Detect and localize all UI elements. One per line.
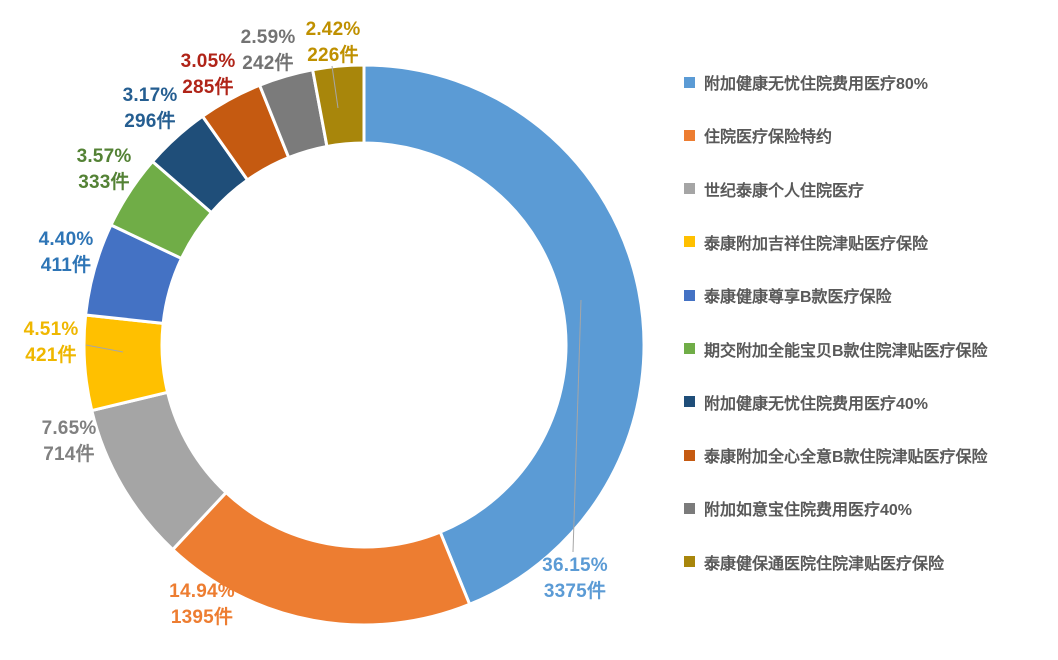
slice-label-9: 2.59% 242件 <box>241 25 296 77</box>
label-leader-line <box>85 344 124 353</box>
slice-percent: 7.65% <box>41 418 97 439</box>
slice-percent: 3.05% <box>180 51 236 72</box>
legend-item-1: 附加健康无忧住院费用医疗80% <box>684 70 928 94</box>
slice-count: 242件 <box>242 53 294 74</box>
legend-item-label: 泰康附加全心全意B款住院津贴医疗保险 <box>704 449 988 467</box>
legend-swatch-icon <box>684 396 695 408</box>
slice-count: 1395件 <box>170 607 234 628</box>
legend-item-label: 泰康健康尊享B款医疗保险 <box>704 289 892 307</box>
slice-percent: 2.59% <box>240 27 296 48</box>
label-leader-line <box>331 65 339 109</box>
slice-label-7: 3.17% 296件 <box>123 83 178 135</box>
legend-item-label: 附加如意宝住院费用医疗40% <box>704 502 913 520</box>
slice-label-4: 4.51% 421件 <box>24 317 79 369</box>
legend-item-6: 期交附加全能宝贝B款住院津贴医疗保险 <box>684 337 988 361</box>
slice-label-3: 7.65% 714件 <box>42 416 97 468</box>
slice-percent: 3.57% <box>76 146 132 167</box>
slice-count: 226件 <box>307 45 359 66</box>
slice-percent: 36.15% <box>542 555 608 576</box>
legend-item-label: 世纪泰康个人住院医疗 <box>704 182 865 200</box>
slice-percent: 4.51% <box>23 319 79 340</box>
slice-count: 411件 <box>40 255 92 276</box>
legend-item-9: 附加如意宝住院费用医疗40% <box>684 496 912 520</box>
slice-count: 333件 <box>78 172 130 193</box>
slice-percent: 3.17% <box>122 85 178 106</box>
slice-label-5: 4.40% 411件 <box>39 227 94 279</box>
legend-swatch-icon <box>684 183 695 195</box>
slice-count: 421件 <box>25 345 77 366</box>
slice-percent: 2.42% <box>305 19 361 40</box>
slice-label-10: 2.42% 226件 <box>306 17 361 69</box>
legend-item-label: 期交附加全能宝贝B款住院津贴医疗保险 <box>704 342 988 360</box>
slice-count: 3375件 <box>543 581 607 602</box>
legend-swatch-icon <box>684 502 695 514</box>
label-leader-line <box>572 299 582 553</box>
legend-swatch-icon <box>684 289 695 301</box>
donut-slice-10 <box>311 63 366 148</box>
legend-item-label: 附加健康无忧住院费用医疗40% <box>704 395 929 413</box>
slice-label-1: 36.15% 3375件 <box>542 553 608 605</box>
legend-swatch-icon <box>684 556 695 568</box>
legend-swatch-icon <box>684 236 695 248</box>
slice-label-6: 3.57% 333件 <box>77 144 132 196</box>
donut-slice-1 <box>362 63 646 606</box>
legend-item-4: 泰康附加吉祥住院津贴医疗保险 <box>684 230 928 254</box>
slice-percent: 4.40% <box>38 229 94 250</box>
legend-item-label: 泰康健保通医院住院津贴医疗保险 <box>704 555 945 573</box>
legend-swatch-icon <box>684 129 695 141</box>
legend-swatch-icon <box>684 343 695 354</box>
legend-item-label: 附加健康无忧住院费用医疗80% <box>704 76 929 93</box>
slice-count: 714件 <box>43 444 95 465</box>
legend-item-label: 泰康附加吉祥住院津贴医疗保险 <box>704 235 929 253</box>
legend-item-3: 世纪泰康个人住院医疗 <box>684 177 864 201</box>
slice-label-8: 3.05% 285件 <box>181 49 236 101</box>
slice-count: 296件 <box>124 111 176 132</box>
legend-swatch-icon <box>684 449 695 461</box>
legend-item-5: 泰康健康尊享B款医疗保险 <box>684 283 892 307</box>
legend-item-7: 附加健康无忧住院费用医疗40% <box>684 390 928 414</box>
legend-swatch-icon <box>684 76 695 88</box>
slice-count: 285件 <box>182 77 234 98</box>
slice-percent: 14.94% <box>169 581 235 602</box>
legend-item-2: 住院医疗保险特约 <box>684 123 832 147</box>
donut-slice-4 <box>82 313 170 413</box>
legend-item-label: 住院医疗保险特约 <box>704 129 833 147</box>
legend-item-10: 泰康健保通医院住院津贴医疗保险 <box>684 550 944 574</box>
slice-label-2: 14.94% 1395件 <box>169 579 235 631</box>
legend-item-8: 泰康附加全心全意B款住院津贴医疗保险 <box>684 443 988 467</box>
